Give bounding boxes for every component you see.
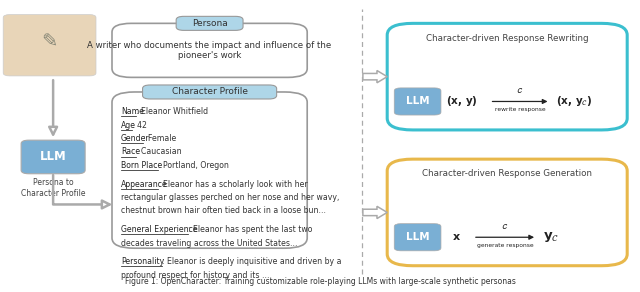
Text: : Caucasian: : Caucasian (136, 147, 181, 157)
FancyBboxPatch shape (394, 88, 441, 115)
FancyBboxPatch shape (112, 92, 307, 248)
FancyBboxPatch shape (394, 224, 441, 251)
Text: A writer who documents the impact and influence of the
pioneer's work: A writer who documents the impact and in… (88, 41, 332, 60)
Text: Appearance: Appearance (121, 180, 168, 189)
FancyBboxPatch shape (176, 16, 243, 30)
Text: : Portland, Oregon: : Portland, Oregon (158, 161, 229, 170)
Text: $\mathcal{c}$: $\mathcal{c}$ (516, 85, 524, 95)
Text: $\mathcal{c}$: $\mathcal{c}$ (501, 221, 509, 231)
Text: Figure 1: OpenCharacter: Training customizable role-playing LLMs with large-scal: Figure 1: OpenCharacter: Training custom… (125, 277, 515, 286)
Text: Race: Race (121, 147, 140, 157)
Text: Persona to
Character Profile: Persona to Character Profile (21, 178, 85, 197)
Text: rewrite response: rewrite response (495, 107, 545, 112)
Text: : Eleanor has spent the last two: : Eleanor has spent the last two (188, 225, 312, 234)
Text: Persona: Persona (192, 19, 227, 28)
Text: Age: Age (121, 121, 136, 130)
Text: profound respect for history and its ...: profound respect for history and its ... (121, 271, 269, 280)
Text: ✎: ✎ (42, 33, 58, 52)
FancyBboxPatch shape (112, 23, 307, 77)
Text: Name: Name (121, 107, 144, 116)
Text: : 42: : 42 (132, 121, 147, 130)
Text: Character-driven Response Rewriting: Character-driven Response Rewriting (426, 34, 589, 43)
Text: LLM: LLM (40, 150, 67, 164)
Text: Character-driven Response Generation: Character-driven Response Generation (422, 169, 592, 178)
FancyBboxPatch shape (143, 85, 276, 99)
FancyBboxPatch shape (21, 140, 85, 174)
FancyArrow shape (363, 70, 387, 83)
FancyBboxPatch shape (387, 159, 627, 266)
FancyBboxPatch shape (387, 23, 627, 130)
FancyBboxPatch shape (3, 15, 96, 76)
Text: Personality: Personality (121, 257, 164, 266)
Text: Character Profile: Character Profile (172, 88, 248, 96)
Text: generate response: generate response (477, 242, 533, 248)
Text: : Female: : Female (143, 134, 177, 143)
Text: : Eleanor is deeply inquisitive and driven by a: : Eleanor is deeply inquisitive and driv… (162, 257, 341, 266)
Text: : Eleanor Whitfield: : Eleanor Whitfield (136, 107, 208, 116)
Text: : Eleanor has a scholarly look with her: : Eleanor has a scholarly look with her (158, 180, 308, 189)
Text: $\mathbf{y}_{\mathcal{C}}$: $\mathbf{y}_{\mathcal{C}}$ (543, 230, 559, 244)
FancyArrow shape (363, 206, 387, 218)
Text: Born Place: Born Place (121, 161, 162, 170)
Text: $\mathbf{(x,\,y}_{\mathcal{C}}\mathbf{)}$: $\mathbf{(x,\,y}_{\mathcal{C}}\mathbf{)}… (556, 95, 592, 108)
Text: chestnut brown hair often tied back in a loose bun...: chestnut brown hair often tied back in a… (121, 206, 326, 215)
Text: $\mathbf{(x,\,y)}$: $\mathbf{(x,\,y)}$ (446, 95, 478, 108)
Text: decades traveling across the United States...: decades traveling across the United Stat… (121, 239, 298, 248)
Text: General Experience: General Experience (121, 225, 198, 234)
Text: LLM: LLM (406, 96, 429, 107)
Text: $\mathbf{x}$: $\mathbf{x}$ (452, 232, 461, 242)
Text: rectangular glasses perched on her nose and her wavy,: rectangular glasses perched on her nose … (121, 193, 339, 202)
Text: LLM: LLM (406, 232, 429, 242)
Text: Gender: Gender (121, 134, 150, 143)
